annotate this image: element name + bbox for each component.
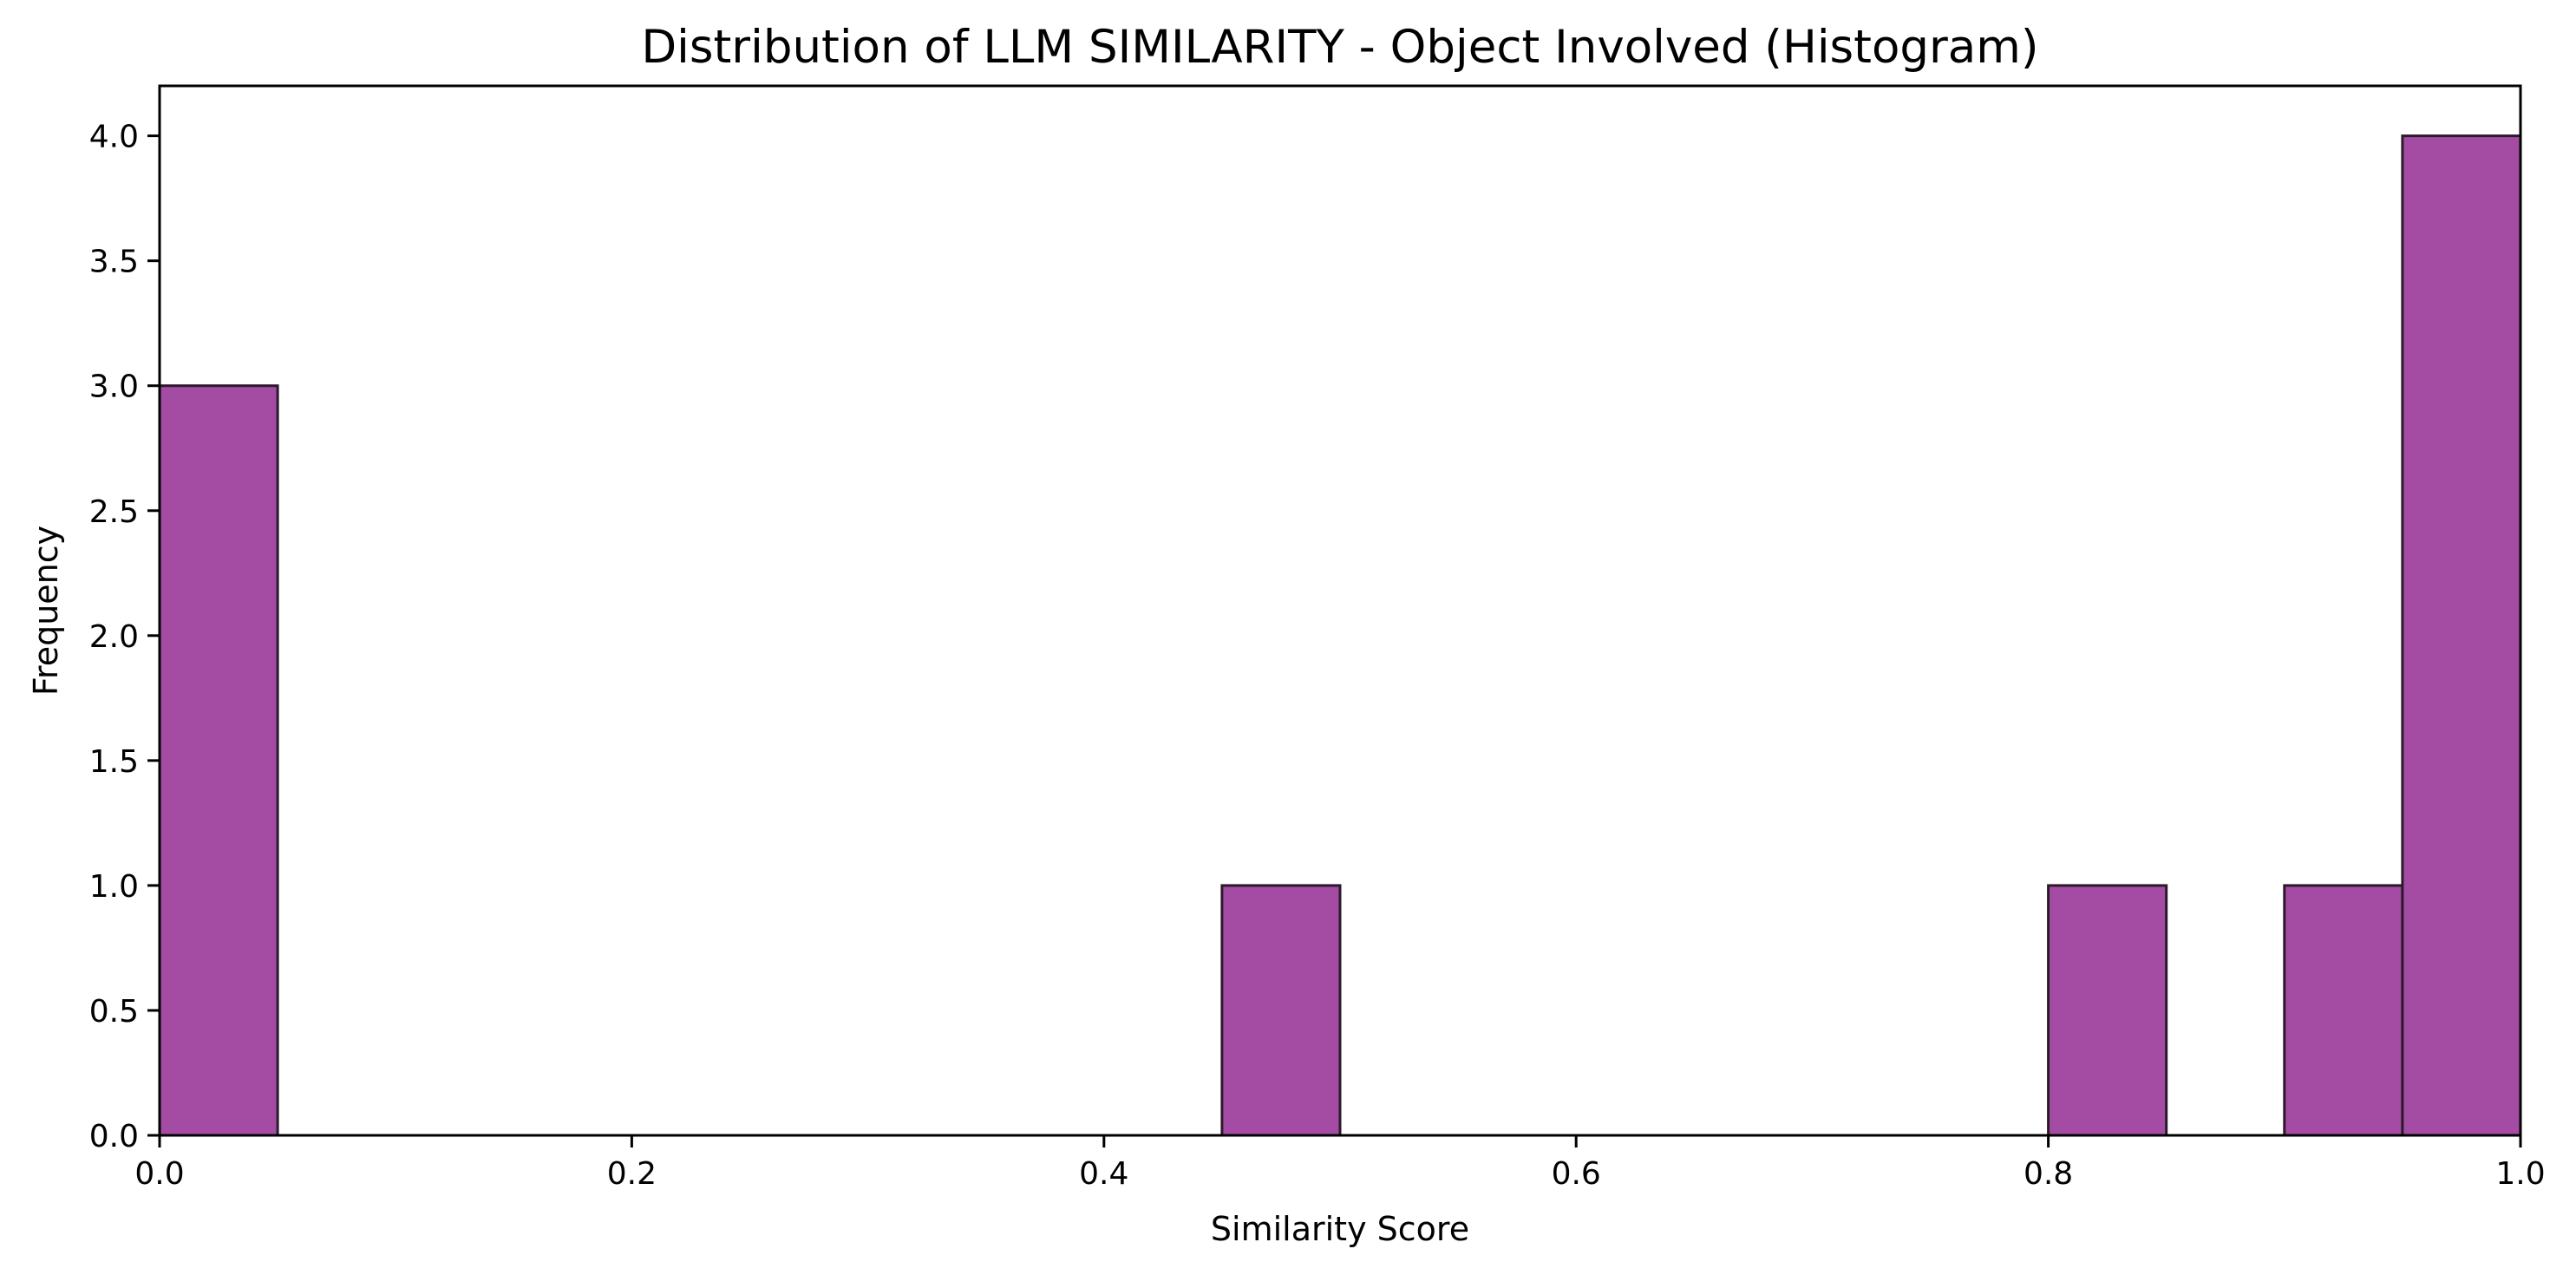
plot-frame bbox=[158, 84, 2522, 1137]
y-tick-label: 4.0 bbox=[89, 120, 139, 155]
y-axis-label: Frequency bbox=[27, 526, 65, 696]
histogram-bar-2 bbox=[2047, 884, 2168, 1137]
x-axis-label: Similarity Score bbox=[1211, 1210, 1469, 1248]
x-tick-label: 0.0 bbox=[134, 1156, 184, 1192]
y-tick-label: 1.5 bbox=[89, 744, 139, 780]
y-tick-label: 0.0 bbox=[89, 1119, 139, 1154]
bars-group bbox=[158, 134, 2522, 1137]
y-tick-label: 0.5 bbox=[89, 994, 139, 1030]
x-axis: 0.0 0.2 0.4 0.6 0.8 1.0 bbox=[134, 1135, 2546, 1192]
histogram-bar-4 bbox=[2401, 134, 2522, 1137]
histogram-bar-3 bbox=[2283, 884, 2404, 1137]
x-tick-label: 0.4 bbox=[1079, 1156, 1128, 1192]
x-tick-label: 0.6 bbox=[1552, 1156, 1601, 1192]
y-tick-label: 2.0 bbox=[89, 619, 139, 655]
x-tick-label: 1.0 bbox=[2495, 1156, 2545, 1192]
histogram-bar-1 bbox=[1220, 884, 1342, 1137]
y-tick-label: 3.5 bbox=[89, 245, 139, 280]
histogram-bar-0 bbox=[158, 384, 279, 1137]
y-axis: 0.0 0.5 1.0 1.5 2.0 2.5 3.0 3.5 4.0 bbox=[89, 120, 160, 1154]
y-tick-label: 2.5 bbox=[89, 494, 139, 530]
x-tick-label: 0.8 bbox=[2024, 1156, 2073, 1192]
y-tick-label: 3.0 bbox=[89, 369, 139, 405]
y-tick-label: 1.0 bbox=[89, 869, 139, 905]
x-tick-label: 0.2 bbox=[607, 1156, 657, 1192]
chart-title: Distribution of LLM SIMILARITY - Object … bbox=[641, 21, 2038, 74]
